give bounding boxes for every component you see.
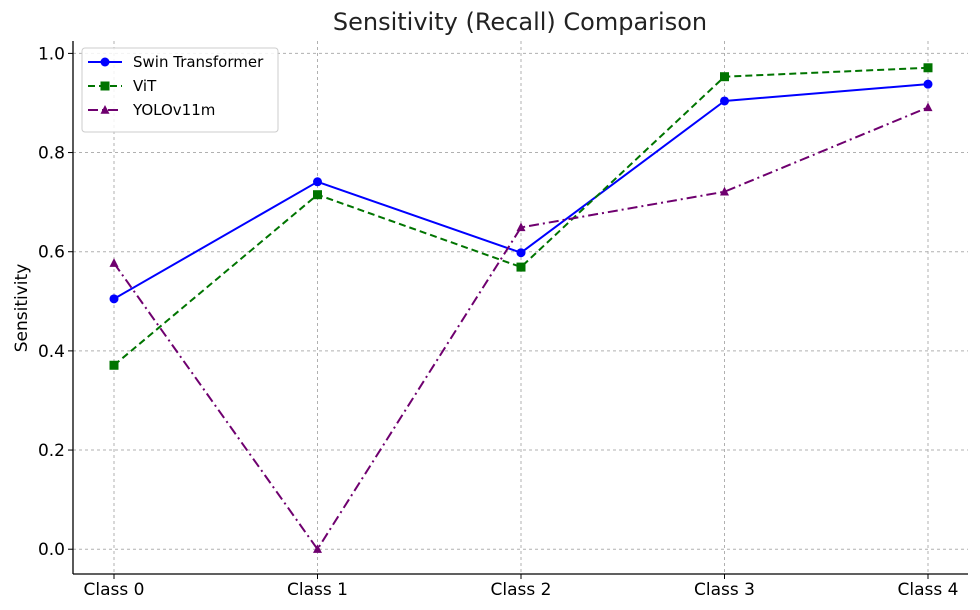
grid-lines [73, 41, 968, 574]
legend-marker [100, 81, 110, 91]
chart-title: Sensitivity (Recall) Comparison [333, 8, 707, 36]
data-point [923, 63, 933, 73]
y-tick-label: 0.0 [38, 540, 65, 560]
axes [68, 41, 968, 579]
legend-label: YOLOv11m [132, 101, 215, 119]
x-tick-label: Class 2 [491, 580, 552, 600]
data-point [109, 258, 119, 267]
data-point [109, 360, 119, 370]
y-tick-label: 0.6 [38, 243, 65, 263]
series-lines [109, 63, 933, 553]
y-tick-label: 1.0 [38, 44, 65, 64]
data-point [313, 190, 322, 200]
data-point [516, 248, 526, 258]
legend-label: Swin Transformer [133, 53, 264, 71]
data-point [109, 294, 119, 304]
x-tick-label: Class 4 [898, 580, 959, 600]
data-point [720, 186, 729, 196]
data-point [516, 262, 526, 272]
tick-labels: 0.0 0.2 0.4 0.6 0.8 1.0 Class 0 Class 1 Class 2 C… [38, 44, 959, 600]
legend-box [81, 47, 279, 133]
y-tick-label: 0.2 [38, 441, 65, 461]
legend-label: ViT [133, 77, 157, 95]
series-line [113, 66, 929, 367]
y-tick-label: 0.4 [38, 342, 65, 362]
data-point [516, 222, 526, 232]
x-tick-label: Class 1 [287, 580, 348, 600]
legend-marker [100, 57, 110, 67]
data-point [720, 72, 729, 82]
x-tick-label: Class 3 [694, 580, 755, 600]
data-point [923, 102, 933, 112]
y-tick-label: 0.8 [38, 144, 65, 164]
data-point [720, 96, 729, 106]
legend-marker [100, 105, 110, 114]
data-point [313, 177, 322, 187]
data-point [923, 79, 933, 89]
legend: Swin Transformer ViT YOLOv11m [81, 47, 279, 133]
x-tick-label: Class 0 [84, 580, 145, 600]
data-point [313, 544, 322, 553]
y-axis-title: Sensitivity [12, 264, 32, 353]
series-line [113, 106, 929, 551]
